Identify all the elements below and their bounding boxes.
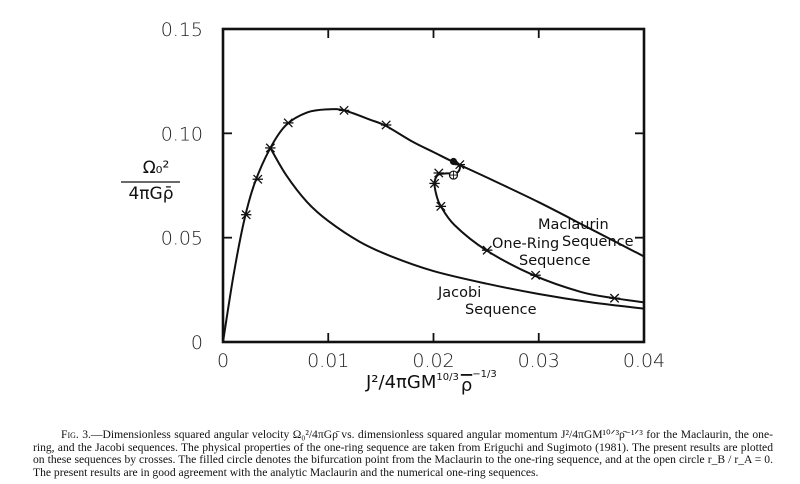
caption-lead: Fig. 3. — [61, 428, 91, 441]
cross-marker-icon — [435, 201, 447, 212]
x-label-exp1: 10/3 — [436, 372, 458, 383]
x-tick-label: 0 — [217, 350, 229, 372]
y-label-denominator: 4πGρ̄ — [128, 184, 173, 204]
x-axis-label: J²/4πGM10/3 ρ−1/3 — [365, 369, 497, 396]
x-label-rho: ρ — [461, 375, 472, 396]
cross-marker-icon — [530, 270, 541, 280]
caption-text: —Dimensionless squared angular velocity … — [33, 428, 773, 479]
filled-circle-icon — [449, 157, 458, 166]
axis-ticks — [223, 29, 644, 342]
circle-annotations — [448, 157, 459, 180]
cross-marker-icon — [380, 120, 392, 130]
y-tick-label: 0.05 — [161, 228, 203, 250]
y-tick-label: 0.15 — [161, 19, 203, 41]
x-tick-label: 0.04 — [623, 350, 665, 372]
cross-marker-icon — [338, 105, 350, 116]
x-label-exp2: −1/3 — [472, 369, 496, 380]
x-tick-label: 0.03 — [518, 350, 560, 372]
cross-markers — [240, 105, 620, 303]
label-jacobi-line1: Jacobi — [437, 285, 481, 301]
x-tick-label: 0.02 — [412, 350, 454, 372]
tick-labels: 0 0.01 0.02 0.03 0.04 0 0.05 0.10 0.15 — [161, 19, 665, 372]
maclaurin-curve — [222, 108, 645, 343]
x-label-base: J²/4πGM — [365, 372, 436, 393]
cross-marker-icon — [429, 178, 440, 189]
cross-marker-icon — [283, 118, 294, 128]
label-jacobi-line2: Sequence — [465, 302, 537, 318]
y-axis-label: Ω₀² 4πGρ̄ — [121, 158, 180, 204]
y-label-numerator: Ω₀² — [143, 158, 170, 178]
cross-marker-icon — [240, 210, 252, 220]
label-onering-line1: One-Ring — [492, 236, 559, 252]
svg-text:J²/4πGM10/3ρ−1/3: J²/4πGM10/3 ρ−1/3 — [365, 369, 497, 396]
y-tick-label: 0 — [191, 332, 203, 354]
cross-marker-icon — [481, 245, 493, 255]
y-tick-label: 0.10 — [161, 123, 203, 145]
label-maclaurin-line2: Sequence — [562, 234, 634, 250]
plot-frame — [221, 27, 646, 344]
label-maclaurin-line1: Maclaurin — [538, 217, 609, 233]
label-onering-line2: Sequence — [519, 253, 591, 269]
cross-marker-icon — [265, 143, 276, 153]
x-tick-label: 0.01 — [307, 350, 349, 372]
cross-marker-icon — [433, 168, 444, 178]
figure-caption: Fig. 3.—Dimensionless squared angular ve… — [33, 428, 773, 479]
jacobi-curve — [269, 147, 645, 310]
cross-marker-icon — [252, 174, 263, 184]
figure-3-chart: 0 0.01 0.02 0.03 0.04 0 0.05 0.10 0.15 Maclaurin… — [121, 19, 665, 396]
cross-marker-icon — [609, 293, 620, 303]
